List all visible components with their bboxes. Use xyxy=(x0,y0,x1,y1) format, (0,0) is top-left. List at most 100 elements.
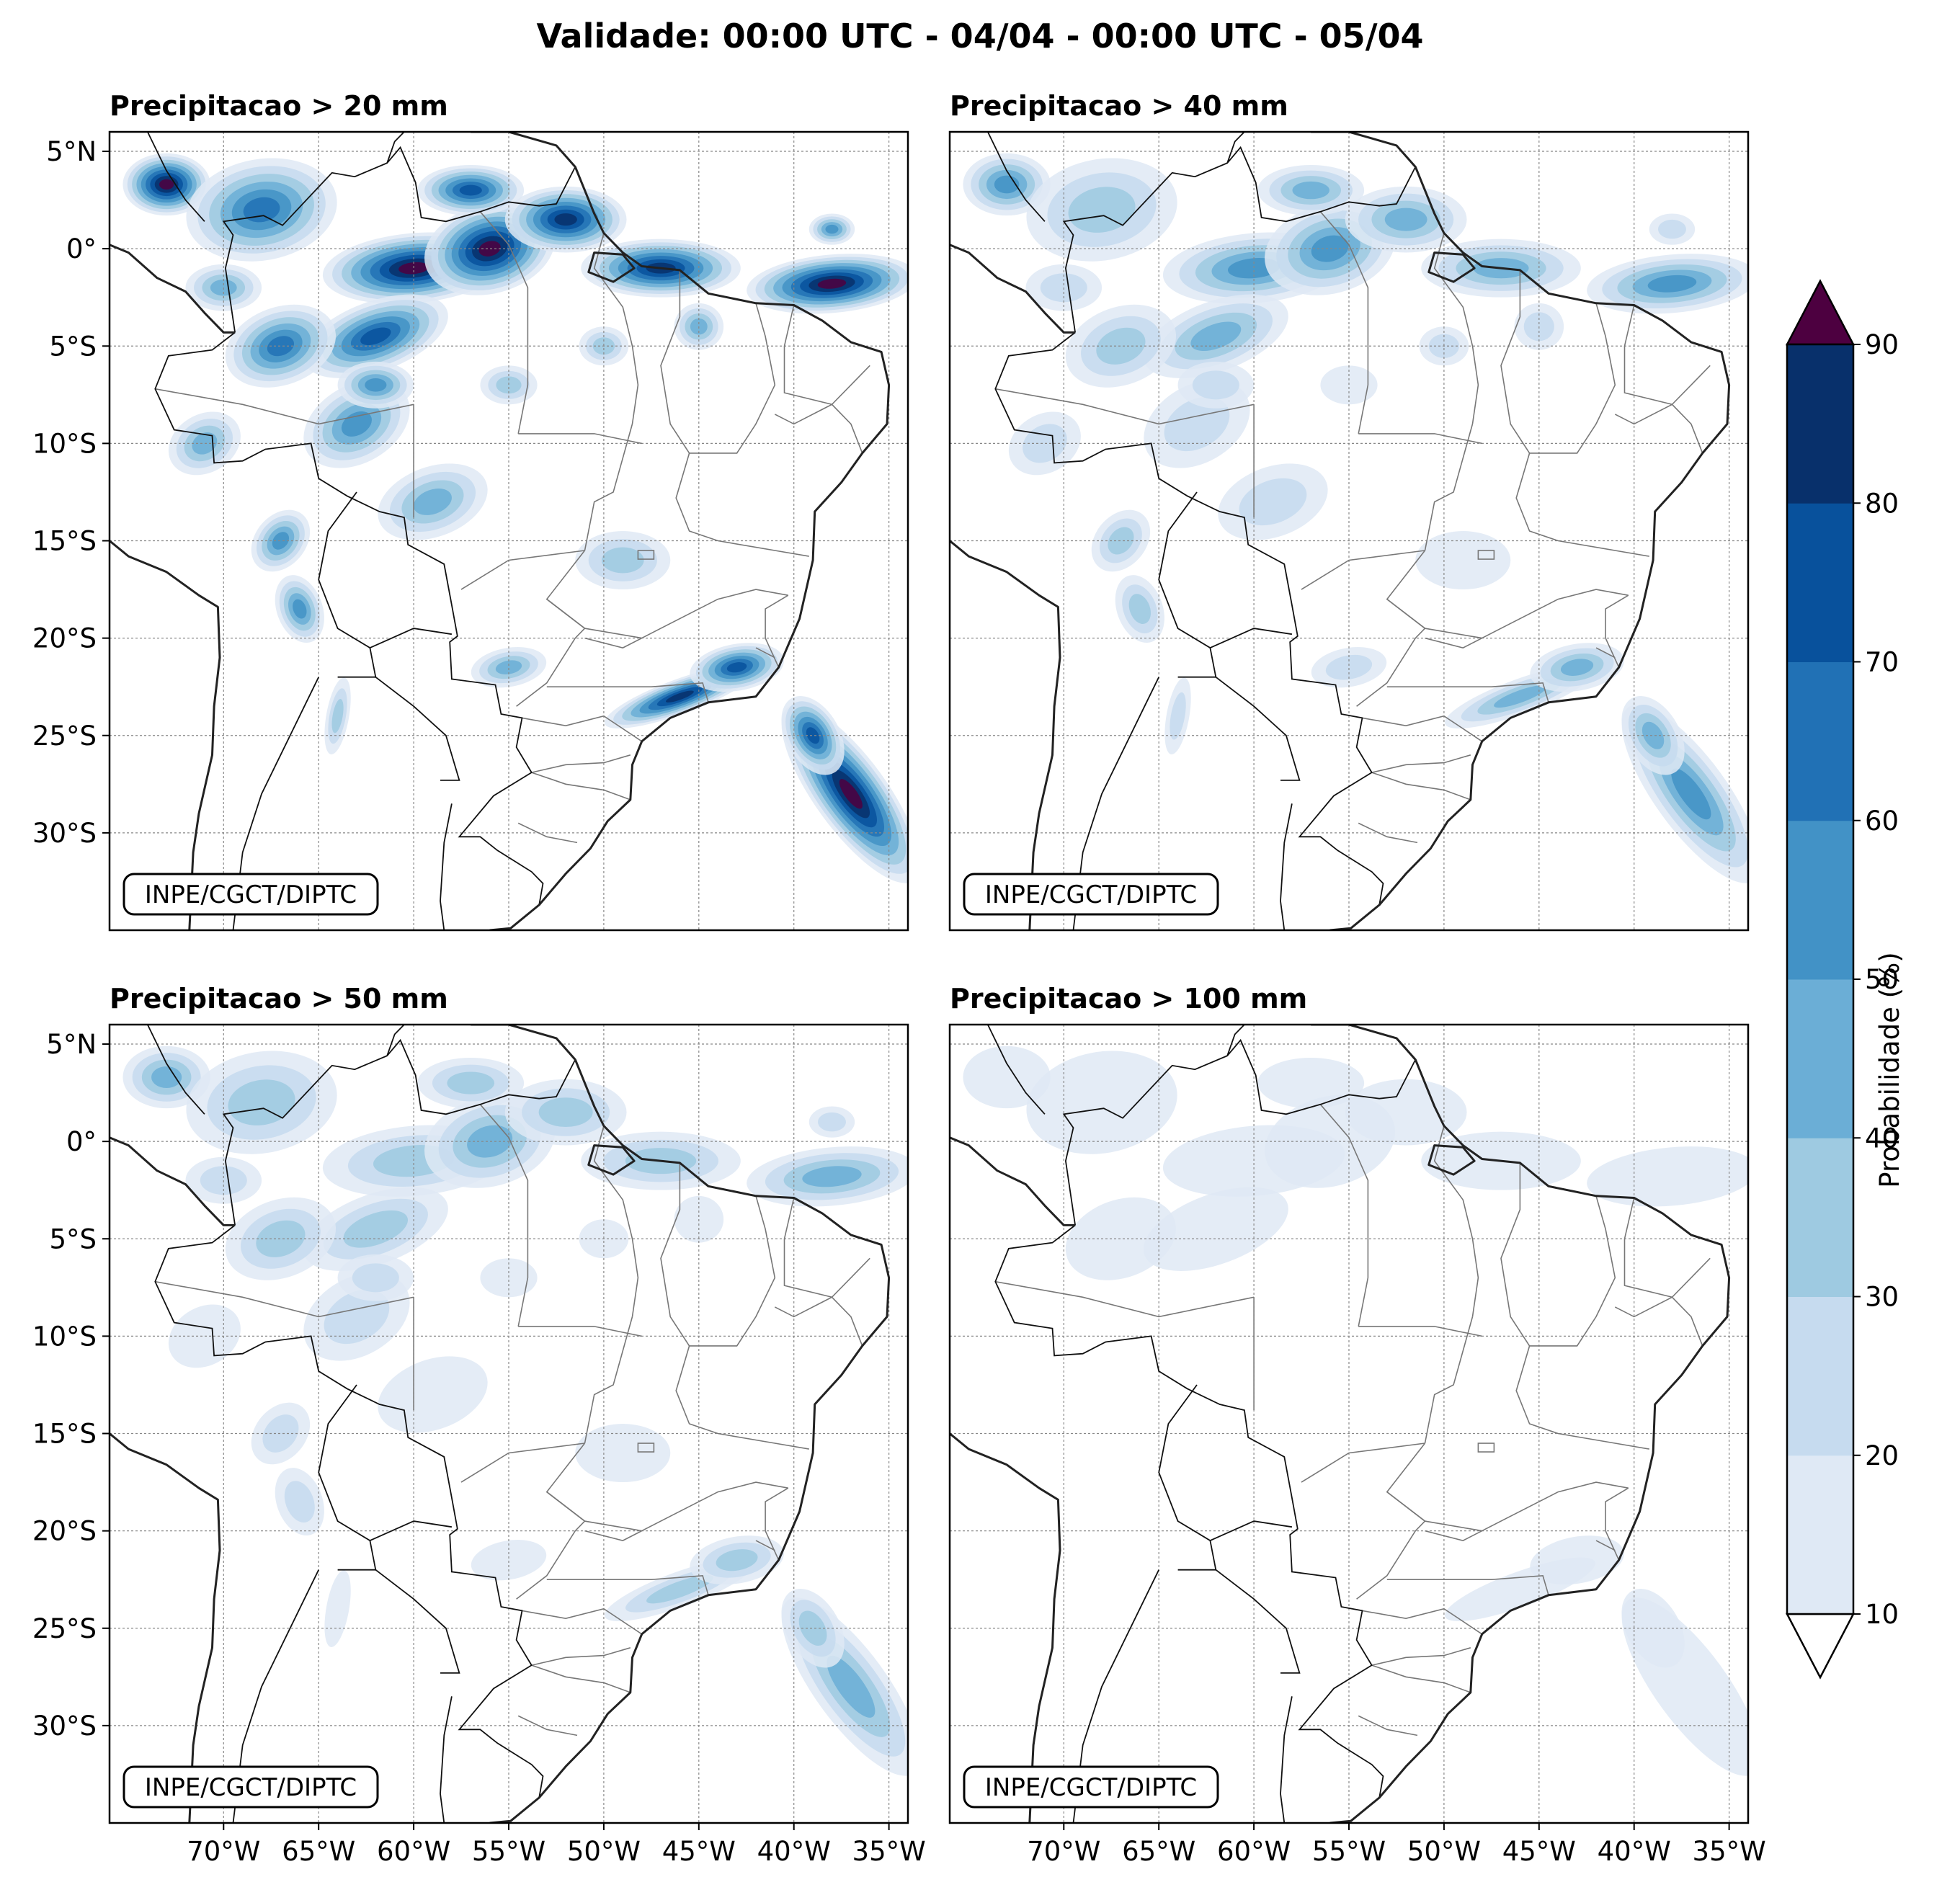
precip-contour xyxy=(1311,235,1349,262)
lat-tick-label: 15°S xyxy=(32,526,97,557)
country-border xyxy=(146,132,205,222)
precip-contour xyxy=(1257,1057,1365,1109)
precip-contour xyxy=(459,184,482,196)
precip-contour xyxy=(398,262,429,275)
state-border xyxy=(1386,682,1549,703)
lon-tick-label: 70°W xyxy=(1027,1836,1100,1867)
map-frame-20mm xyxy=(108,130,909,932)
state-border xyxy=(1319,1104,1369,1327)
state-border xyxy=(1515,1345,1649,1450)
state-borders xyxy=(155,211,870,844)
state-border xyxy=(460,550,585,590)
state-border xyxy=(1358,1326,1482,1337)
colorbar-tick-label: 20 xyxy=(1865,1440,1899,1471)
precip-contour xyxy=(272,532,290,550)
lat-tick-label: 30°S xyxy=(32,818,97,849)
marajo-island xyxy=(1427,1144,1476,1176)
state-border xyxy=(1358,1715,1418,1736)
precip-contour xyxy=(554,213,577,226)
precip-contour xyxy=(1065,1197,1177,1280)
panel-40mm: Precipitacao > 40 mm INPE/CGCT/DIPTC xyxy=(948,90,1750,932)
federal-district xyxy=(637,550,655,560)
watermark-text-20mm: INPE/CGCT/DIPTC xyxy=(145,880,357,909)
precip-contour xyxy=(243,197,280,223)
colorbar-swatch xyxy=(1787,344,1853,504)
lat-tick-label: 25°S xyxy=(32,721,97,752)
state-border xyxy=(1371,1647,1471,1666)
state-border xyxy=(755,647,775,659)
precip-contour xyxy=(1068,187,1136,233)
state-border xyxy=(641,589,788,639)
state-border xyxy=(479,211,529,434)
precip-contour xyxy=(192,432,218,455)
state-border xyxy=(1595,1540,1616,1551)
gridlines xyxy=(950,132,1748,930)
country-border xyxy=(370,1520,453,1541)
state-border xyxy=(531,754,631,773)
lon-tick-label: 45°W xyxy=(662,1836,736,1867)
precip-contour xyxy=(1023,424,1067,463)
country-borders xyxy=(986,1025,1417,1823)
state-border xyxy=(546,682,709,703)
precip-contour xyxy=(331,699,344,734)
precip-contour xyxy=(716,1549,758,1571)
state-border xyxy=(1362,1608,1483,1635)
lat-axis-50mm: 5°N 0° 5°S 10°S 15°S 20°S 25°S 30°S xyxy=(32,1029,110,1742)
precip-contour xyxy=(284,1481,315,1522)
state-border xyxy=(660,1162,690,1347)
state-border xyxy=(995,1280,1255,1318)
state-borders xyxy=(155,1104,870,1736)
country-border xyxy=(1280,803,1293,930)
precip-contour xyxy=(1621,1589,1685,1668)
state-border xyxy=(479,1104,529,1327)
lon-tick-label: 55°W xyxy=(472,1836,545,1867)
state-border xyxy=(517,1715,578,1736)
country-borders xyxy=(986,132,1417,930)
coastline xyxy=(471,1025,891,1823)
state-border xyxy=(584,424,633,551)
precip-contour xyxy=(471,1540,547,1581)
country-border xyxy=(1072,677,1160,930)
lat-tick-label: 15°S xyxy=(32,1419,97,1450)
state-border xyxy=(531,1647,631,1666)
state-border xyxy=(1358,822,1418,844)
coastline xyxy=(950,1136,1076,1226)
map-area-40mm xyxy=(950,132,1748,930)
lat-tick-label: 10°S xyxy=(32,1321,97,1352)
colorbar-swatch xyxy=(1787,979,1853,1138)
marajo-island xyxy=(1427,251,1476,283)
state-border xyxy=(531,1664,631,1693)
precip-contour xyxy=(1560,659,1594,676)
state-border xyxy=(1425,637,1483,648)
watermark-box-40mm: INPE/CGCT/DIPTC xyxy=(963,873,1219,916)
coastline xyxy=(950,540,1061,930)
country-border xyxy=(1215,1569,1301,1674)
state-border xyxy=(531,772,631,801)
lon-tick-label: 50°W xyxy=(1407,1836,1481,1867)
lon-tick-label: 60°W xyxy=(1217,1836,1291,1867)
country-border xyxy=(1280,1696,1293,1823)
country-border xyxy=(386,132,405,164)
country-border xyxy=(232,1569,320,1823)
colorbar-tick-label: 30 xyxy=(1865,1282,1899,1313)
state-border xyxy=(1671,404,1703,454)
country-border xyxy=(154,331,544,906)
country-border xyxy=(1210,1520,1293,1541)
precip-contour xyxy=(1128,594,1151,624)
state-border xyxy=(783,305,870,406)
coastline xyxy=(1311,132,1731,930)
precip-contour xyxy=(825,224,839,234)
colorbar-over-arrow xyxy=(1785,279,1856,346)
precip-contour xyxy=(1108,527,1134,555)
precip-contour xyxy=(1384,208,1427,231)
lat-tick-label: 5°N xyxy=(46,136,97,167)
state-border xyxy=(517,822,578,844)
state-border xyxy=(1500,1162,1531,1347)
colorbar-tick-label: 50 xyxy=(1865,964,1899,995)
country-border xyxy=(154,1224,544,1798)
state-border xyxy=(641,1481,788,1532)
panel-title-20mm: Precipitacao > 20 mm xyxy=(110,90,448,122)
state-border xyxy=(584,637,643,648)
state-border xyxy=(1433,1125,1479,1317)
